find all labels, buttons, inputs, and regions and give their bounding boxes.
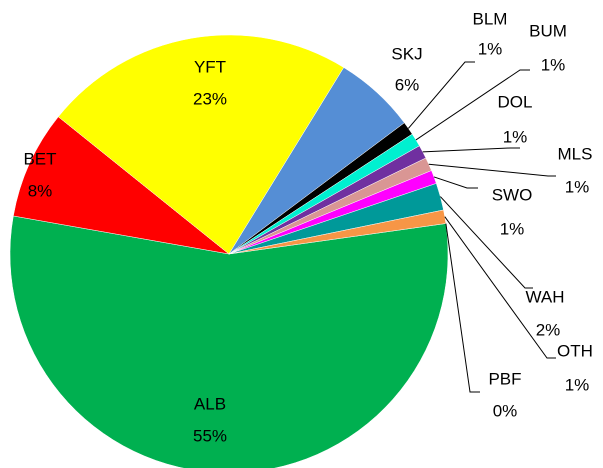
slice-label-name: WAH [525, 287, 564, 306]
leader-line [422, 147, 520, 153]
slice-label-name: BET [23, 149, 56, 168]
pie-slice [57, 34, 345, 255]
slice-label-value: 2% [536, 320, 561, 339]
slice-label-value: 55% [193, 426, 227, 445]
slice-label-name: PBF [488, 369, 521, 388]
slice-label-value: 8% [28, 181, 53, 200]
leader-line [408, 61, 475, 129]
pie-slice [13, 116, 230, 255]
leader-line [445, 223, 480, 393]
slice-label-name: SKJ [391, 44, 422, 63]
slice-label-name: MLS [558, 144, 593, 163]
slice-label-value: 1% [478, 39, 503, 58]
slice-label-value: 23% [193, 89, 227, 108]
slice-label-name: ALB [194, 394, 226, 413]
slice-label-name: OTH [557, 341, 593, 360]
slice-label-name: BUM [529, 21, 567, 40]
slice-label-value: 1% [565, 375, 590, 394]
leader-line [428, 163, 556, 177]
leader-line [433, 176, 478, 189]
slice-label-name: BLM [473, 9, 508, 28]
slice-label-value: 1% [503, 127, 528, 146]
slice-label-name: DOL [498, 92, 533, 111]
slice-label-name: YFT [194, 57, 226, 76]
slice-label-value: 1% [500, 219, 525, 238]
leader-line [444, 216, 556, 359]
slice-label-name: SWO [492, 185, 533, 204]
pie-slice [9, 215, 449, 468]
leader-line [415, 69, 530, 141]
leader-line [439, 196, 533, 289]
slice-label-value: 1% [541, 55, 566, 74]
slice-label-value: 6% [395, 75, 420, 94]
slice-label-value: 0% [493, 401, 518, 420]
slice-label-value: 1% [565, 177, 590, 196]
